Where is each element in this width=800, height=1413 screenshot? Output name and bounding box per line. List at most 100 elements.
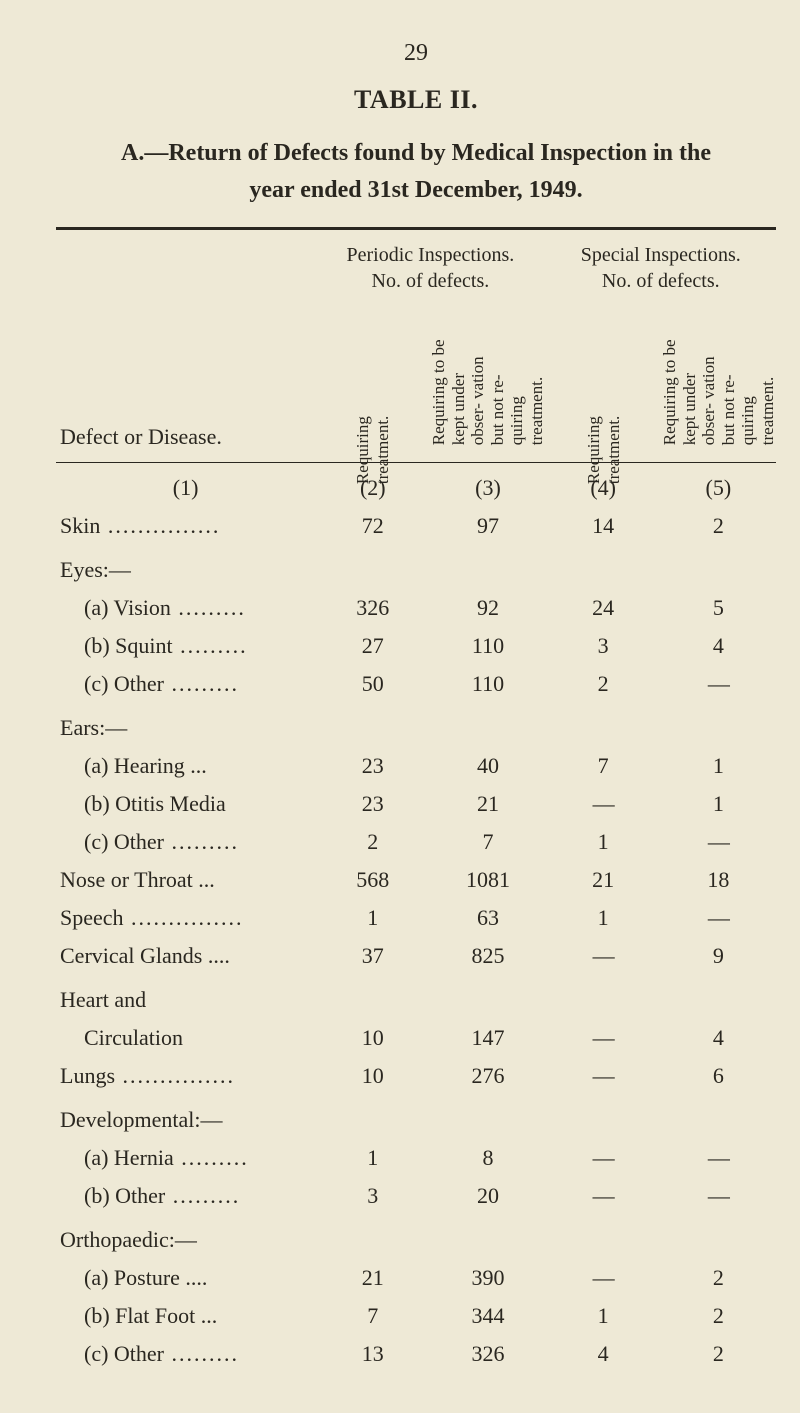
cell: — [546, 1259, 661, 1297]
row-label: Skin [56, 507, 315, 545]
table-row: (a) Hearing ...234071 [56, 747, 776, 785]
cell: 147 [430, 1019, 545, 1057]
row-label: Developmental:— [56, 1095, 315, 1139]
table-title: TABLE II. [56, 85, 776, 115]
row-label: (c) Other [56, 1335, 315, 1373]
cell [661, 703, 776, 747]
cell: 23 [315, 747, 430, 785]
row-label: Eyes:— [56, 545, 315, 589]
row-label: (a) Hernia [56, 1139, 315, 1177]
table-row: (b) Otitis Media2321—1 [56, 785, 776, 823]
cell: 1081 [430, 861, 545, 899]
cell: — [546, 1057, 661, 1095]
cell: 110 [430, 627, 545, 665]
row-label: Lungs [56, 1057, 315, 1095]
cell [546, 975, 661, 1019]
table-row: (b) Flat Foot ...734412 [56, 1297, 776, 1335]
cell: 390 [430, 1259, 545, 1297]
rule-heavy [56, 227, 776, 230]
cell: 326 [315, 589, 430, 627]
cell: 4 [661, 1019, 776, 1057]
cell [661, 1215, 776, 1259]
cell: 7 [315, 1297, 430, 1335]
cell: — [546, 785, 661, 823]
cell: 37 [315, 937, 430, 975]
header-grid: Defect or Disease. Requiring treatment. … [56, 300, 776, 450]
cell [546, 1215, 661, 1259]
cell: 13 [315, 1335, 430, 1373]
cell [661, 545, 776, 589]
table-row: Ears:— [56, 703, 776, 747]
table-row: Orthopaedic:— [56, 1215, 776, 1259]
cell: 2 [661, 507, 776, 545]
cell: 4 [546, 1335, 661, 1373]
defect-label: Defect or Disease. [56, 424, 315, 450]
cell [430, 1095, 545, 1139]
cell [430, 703, 545, 747]
header-periodic: Periodic Inspections. No. of defects. [315, 242, 545, 294]
cell: 63 [430, 899, 545, 937]
section-heading: A.—Return of Defects found by Medical In… [56, 135, 776, 209]
row-label: (b) Squint [56, 627, 315, 665]
table-row: (a) Posture ....21390—2 [56, 1259, 776, 1297]
table-row: Nose or Throat ...56810812118 [56, 861, 776, 899]
cell: 1 [546, 899, 661, 937]
table-row: Heart and [56, 975, 776, 1019]
colnum-1: (1) [56, 469, 315, 507]
header-special-l2: No. of defects. [602, 270, 720, 292]
cell: 1 [315, 899, 430, 937]
cell: 24 [546, 589, 661, 627]
cell: 344 [430, 1297, 545, 1335]
col-head-5-text: Requiring to be kept under obser- vation… [660, 338, 777, 445]
cell: — [661, 823, 776, 861]
cell [661, 975, 776, 1019]
row-label: (c) Other [56, 823, 315, 861]
cell [315, 1215, 430, 1259]
cell: — [546, 1019, 661, 1057]
cell: — [661, 899, 776, 937]
cell: 2 [661, 1259, 776, 1297]
row-label: (c) Other [56, 665, 315, 703]
cell: 825 [430, 937, 545, 975]
cell: 7 [546, 747, 661, 785]
cell: 18 [661, 861, 776, 899]
col-head-4-text: Requiring treatment. [584, 377, 623, 484]
cell [546, 545, 661, 589]
cell: 14 [546, 507, 661, 545]
cell [315, 975, 430, 1019]
cell: 6 [661, 1057, 776, 1095]
row-label: Circulation [56, 1019, 315, 1057]
row-label: Orthopaedic:— [56, 1215, 315, 1259]
cell: — [546, 1177, 661, 1215]
header-periodic-l2: No. of defects. [372, 270, 490, 292]
table-row: Circulation10147—4 [56, 1019, 776, 1057]
header-periodic-l1: Periodic Inspections. [347, 244, 515, 266]
column-numbers-row: (1) (2) (3) (4) (5) [56, 469, 776, 507]
section-heading-line2: year ended 31st December, 1949. [249, 177, 582, 203]
table-row: Lungs10276—6 [56, 1057, 776, 1095]
cell [315, 703, 430, 747]
cell: 110 [430, 665, 545, 703]
cell: 276 [430, 1057, 545, 1095]
row-label: (a) Vision [56, 589, 315, 627]
cell [546, 1095, 661, 1139]
cell: — [661, 1139, 776, 1177]
page: 29 TABLE II. A.—Return of Defects found … [0, 0, 800, 1413]
cell: 72 [315, 507, 430, 545]
row-label: Heart and [56, 975, 315, 1019]
data-table: (1) (2) (3) (4) (5) Skin7297142Eyes:—(a)… [56, 469, 776, 1373]
cell: 50 [315, 665, 430, 703]
cell: 27 [315, 627, 430, 665]
row-label: (b) Flat Foot ... [56, 1297, 315, 1335]
cell [315, 1095, 430, 1139]
cell: 40 [430, 747, 545, 785]
cell: 2 [661, 1297, 776, 1335]
row-label: Cervical Glands .... [56, 937, 315, 975]
table-row: (b) Other320—— [56, 1177, 776, 1215]
cell: 1 [546, 1297, 661, 1335]
table-row: Developmental:— [56, 1095, 776, 1139]
cell: 2 [315, 823, 430, 861]
cell: 4 [661, 627, 776, 665]
cell: 3 [546, 627, 661, 665]
cell: 97 [430, 507, 545, 545]
